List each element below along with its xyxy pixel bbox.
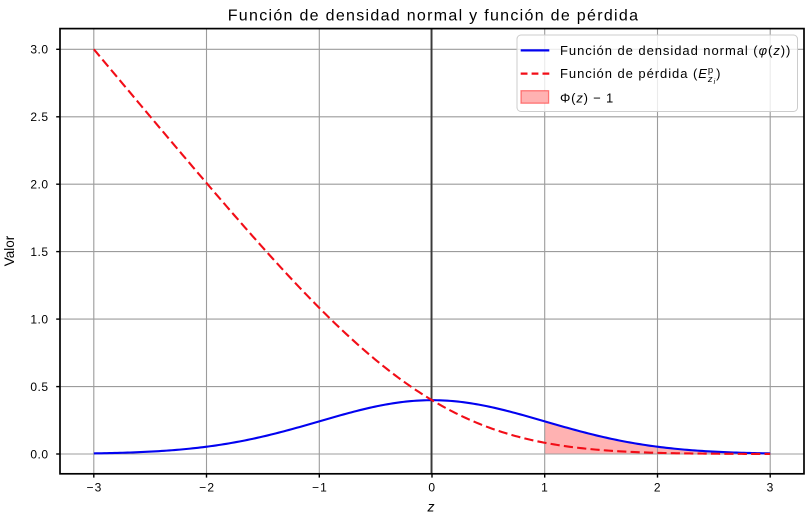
svg-text:1.0: 1.0 (30, 312, 48, 326)
svg-text:z: z (427, 499, 435, 515)
svg-text:3.0: 3.0 (30, 43, 48, 57)
svg-text:−1: −1 (312, 481, 328, 495)
svg-text:−3: −3 (86, 481, 102, 495)
svg-text:1: 1 (541, 481, 548, 495)
svg-text:Valor: Valor (2, 235, 17, 266)
svg-text:0.0: 0.0 (30, 447, 48, 461)
svg-text:1.5: 1.5 (30, 245, 48, 259)
svg-text:Φ(z) − 1: Φ(z) − 1 (560, 91, 614, 106)
svg-text:−2: −2 (199, 481, 215, 495)
svg-text:2.5: 2.5 (30, 110, 48, 124)
svg-text:0.5: 0.5 (30, 380, 48, 394)
svg-text:2: 2 (654, 481, 661, 495)
svg-text:0: 0 (428, 481, 435, 495)
svg-text:2.0: 2.0 (30, 178, 48, 192)
svg-text:3: 3 (767, 481, 774, 495)
svg-text:Función de densidad normal y f: Función de densidad normal y función de … (228, 8, 640, 25)
svg-text:Función de densidad normal (φ(: Función de densidad normal (φ(z)) (560, 43, 791, 58)
